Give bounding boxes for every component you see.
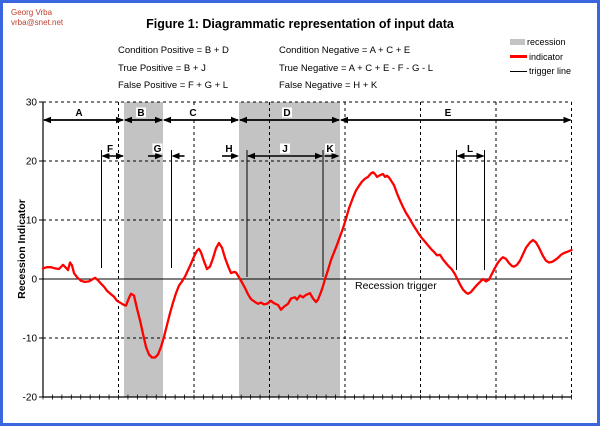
dim-arrowhead-G-right	[171, 152, 180, 160]
trigger-line-label: Recession trigger	[355, 280, 440, 292]
region-arrowhead-A-left	[43, 116, 51, 124]
recession-swatch-icon	[510, 39, 525, 46]
y-tick-label: 20	[26, 157, 38, 168]
region-label-C-bg	[188, 107, 198, 118]
y-tick-label: 0	[31, 275, 37, 286]
region-arrowhead-B-left	[124, 116, 132, 124]
figure-title: Figure 1: Diagrammatic representation of…	[146, 17, 454, 31]
definition-true-negative: True Negative = A + C + E - F - G - L	[279, 62, 434, 74]
indicator-curve	[41, 171, 573, 359]
y-tick-label: 10	[26, 216, 38, 227]
dim-arrowhead-L-left	[456, 152, 465, 160]
definition-condition-positive: Condition Positive = B + D	[118, 45, 229, 56]
dim-label-H: H	[225, 144, 232, 155]
region-arrowhead-D-right	[332, 116, 340, 124]
definitions-positive: Condition Positive = B + D True Positive…	[118, 42, 229, 95]
y-tick-label: -20	[23, 393, 38, 404]
region-arrowhead-E-right	[563, 116, 572, 124]
region-arrowhead-E-left	[340, 116, 348, 124]
dim-label-G: G	[154, 144, 162, 155]
definition-true-positive: True Positive = B + J	[118, 62, 206, 74]
dim-arrowhead-H	[231, 152, 239, 160]
dim-arrowhead-G-left	[155, 152, 163, 160]
dim-label-L: L	[467, 144, 473, 155]
y-tick-label: -10	[23, 334, 38, 345]
chart-plot: 30 20 10 0 -10 -20 A B C D E F G H J K L	[23, 98, 573, 404]
dim-label-G-bg	[152, 143, 163, 154]
region-label-A-bg	[74, 107, 84, 118]
dim-arrowhead-K	[331, 152, 340, 160]
dim-arrowhead-F-left	[101, 152, 110, 160]
dim-arrowhead-J-right	[315, 152, 323, 160]
trigger-line-icon	[510, 70, 527, 72]
region-label-D: D	[283, 108, 290, 119]
legend: recession indicator trigger line	[510, 35, 571, 79]
y-tick-label: 30	[26, 98, 38, 109]
dim-label-H-bg	[224, 143, 234, 154]
region-label-A: A	[75, 108, 82, 119]
region-arrowhead-C-right	[231, 116, 239, 124]
region-label-C: C	[189, 108, 196, 119]
region-arrowhead-D-left	[239, 116, 247, 124]
author-name: Georg Vrba	[11, 8, 53, 17]
indicator-line-icon	[510, 55, 527, 59]
dim-label-L-bg	[465, 143, 475, 154]
author-email: vrba@snet.net	[11, 18, 64, 27]
legend-label-trigger-line: trigger line	[529, 66, 572, 77]
region-arrowhead-B-right	[155, 116, 163, 124]
dim-arrowhead-F-right	[116, 152, 124, 160]
definitions-negative: Condition Negative = A + C + E True Nega…	[279, 42, 433, 95]
dim-label-F-bg	[105, 143, 115, 154]
region-arrowhead-A-right	[116, 116, 124, 124]
region-label-D-bg	[282, 107, 292, 118]
dim-arrowhead-L-right	[476, 152, 485, 160]
dim-label-J-bg	[280, 143, 290, 154]
legend-item-trigger-line: trigger line	[510, 64, 571, 79]
legend-item-indicator: indicator	[510, 50, 571, 65]
dim-arrowhead-J-left	[247, 152, 255, 160]
definition-false-positive: False Positive = F + G + L	[118, 80, 229, 91]
legend-label-recession: recession	[527, 37, 566, 48]
legend-item-recession: recession	[510, 35, 571, 50]
dim-label-J: J	[282, 144, 288, 155]
region-label-B: B	[137, 108, 144, 119]
definition-condition-negative: Condition Negative = A + C + E	[279, 45, 411, 56]
author-credit: Georg Vrba vrba@snet.net	[11, 8, 63, 28]
region-label-B-bg	[136, 107, 146, 118]
dim-label-F: F	[107, 144, 113, 155]
dim-label-K: K	[326, 144, 334, 155]
region-label-E-bg	[443, 107, 453, 118]
region-label-E: E	[445, 108, 452, 119]
region-arrowhead-C-left	[163, 116, 171, 124]
legend-label-indicator: indicator	[529, 51, 564, 62]
dim-label-K-bg	[325, 143, 335, 154]
definition-false-negative: False Negative = H + K	[279, 80, 378, 91]
